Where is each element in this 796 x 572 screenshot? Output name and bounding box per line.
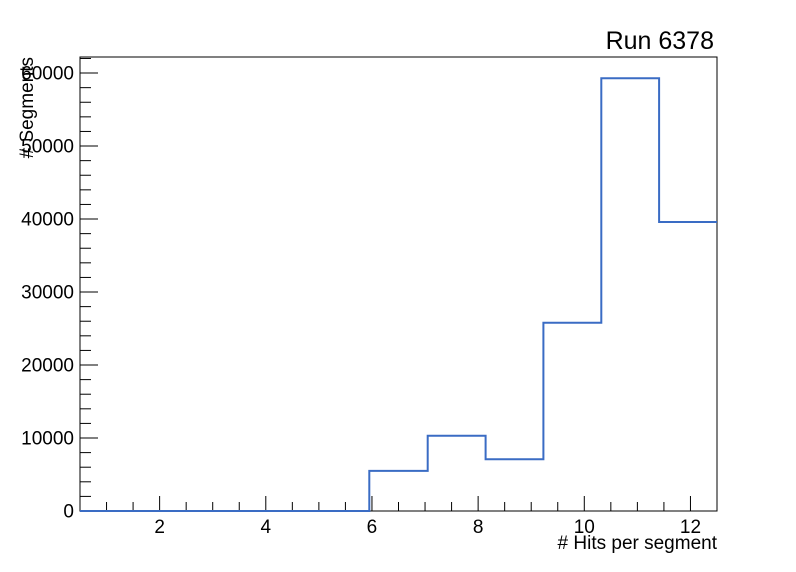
plot-frame [79, 56, 718, 512]
histogram-series [80, 77, 717, 512]
x-tick-label: 2 [154, 517, 165, 538]
y-tick-label: 30000 [21, 283, 74, 304]
x-tick-label: 4 [261, 517, 272, 538]
axis-tick-labels: 2 4 6 8 10 12 0 10000 20000 30000 40000 50000 60000 [21, 64, 701, 538]
y-tick-label: 20000 [21, 356, 74, 377]
x-tick-label: 12 [680, 517, 701, 538]
histogram-step-line [80, 77, 717, 512]
axis-ticks [80, 57, 691, 512]
x-tick-label: 8 [473, 517, 484, 538]
chart-title: Run 6378 [606, 27, 714, 55]
y-tick-label: 0 [63, 502, 74, 523]
x-axis-title: # Hits per segment [558, 533, 718, 554]
y-tick-label: 10000 [21, 429, 74, 450]
x-tick-label: 6 [367, 517, 378, 538]
y-tick-label: 50000 [21, 137, 74, 158]
y-axis-title: # Segments [17, 57, 38, 158]
y-tick-label: 40000 [21, 210, 74, 231]
y-tick-label: 60000 [21, 64, 74, 85]
x-tick-label: 10 [574, 517, 595, 538]
